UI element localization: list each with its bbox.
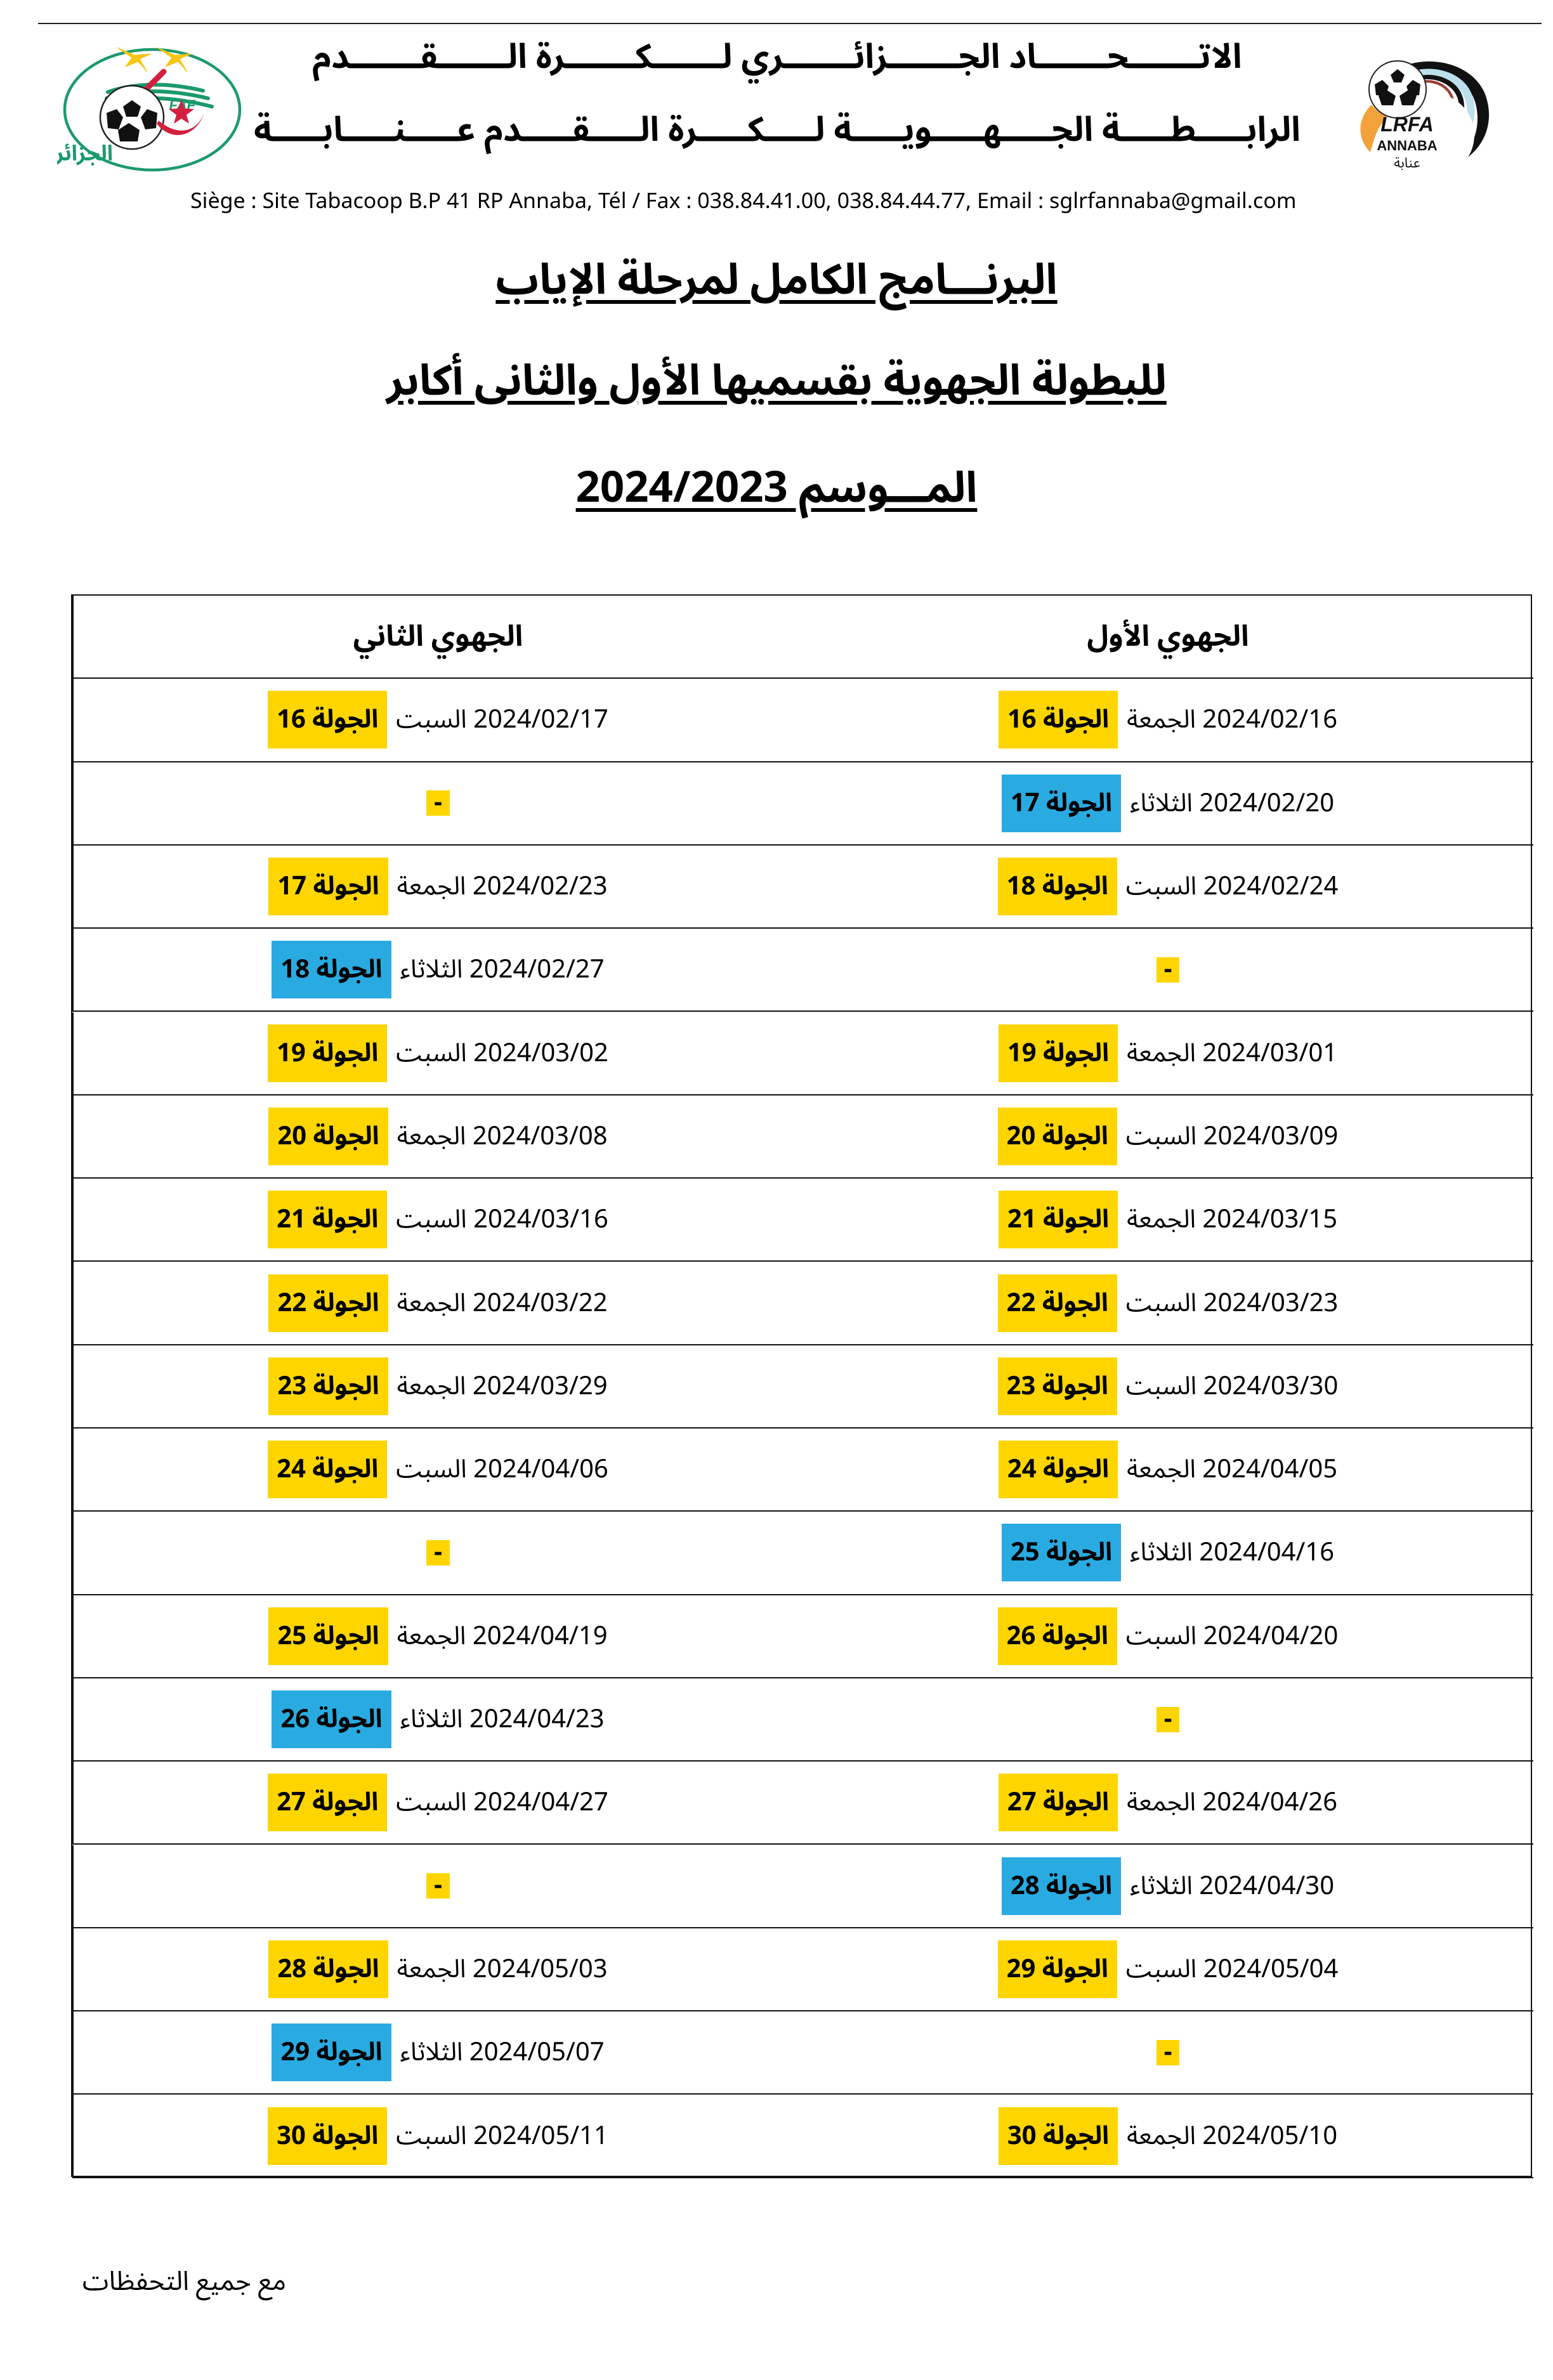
svg-text:الجزائر: الجزائر [57, 131, 113, 177]
svg-text:LRFA: LRFA [1380, 113, 1434, 136]
svg-text:عنابة: عنابة [1394, 149, 1420, 178]
